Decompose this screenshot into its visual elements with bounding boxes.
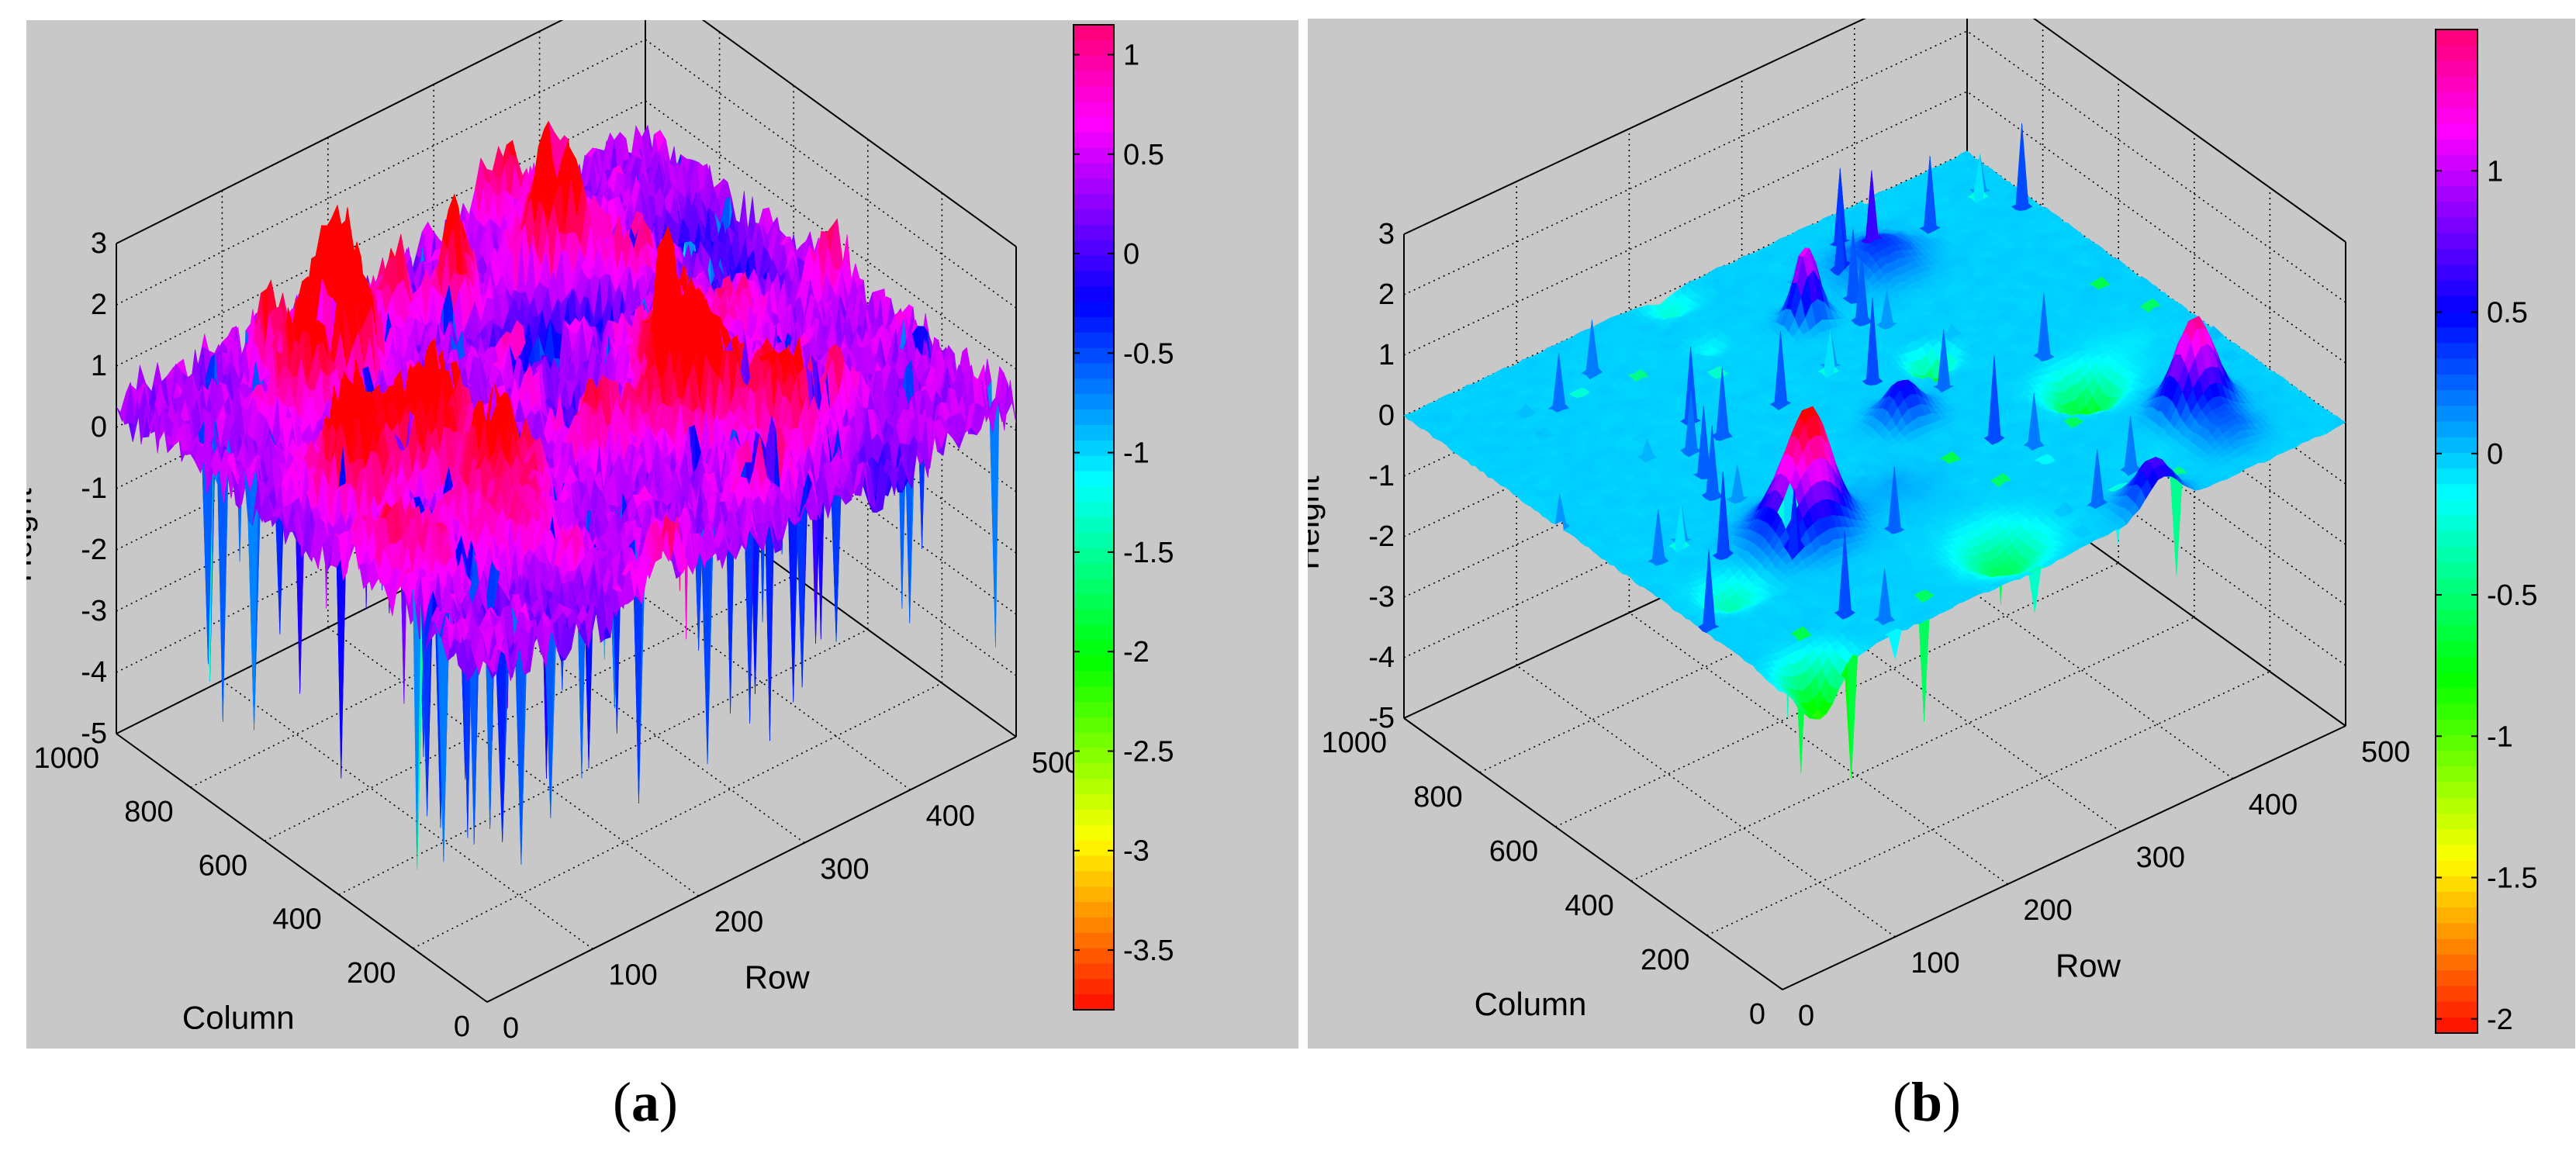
axis-line xyxy=(116,733,488,1003)
floor-gridline xyxy=(413,682,942,949)
figure-panel-a: -5 -4 -3 -2 -1 0 1 2 3 0 200 400 600 800 1000 0 100 200 30… xyxy=(2,0,1298,1049)
floor-gridline xyxy=(338,628,869,896)
floor-gridline xyxy=(264,575,794,842)
floor-gridline xyxy=(221,679,593,950)
floor-gridline xyxy=(327,627,700,897)
floor-gridline xyxy=(190,521,720,788)
surface-plot-a: -5-4-3-2-1012302004006008001000010020030… xyxy=(2,0,1174,1045)
axis-line xyxy=(116,0,604,244)
wall-gridline xyxy=(116,100,1017,370)
wall-gridline xyxy=(116,406,1017,676)
axis-line xyxy=(673,0,1017,247)
surface-a xyxy=(116,120,1017,871)
wall-gridline xyxy=(116,39,1017,309)
axis-line xyxy=(486,736,1017,1003)
wall-gridline xyxy=(116,345,1017,615)
